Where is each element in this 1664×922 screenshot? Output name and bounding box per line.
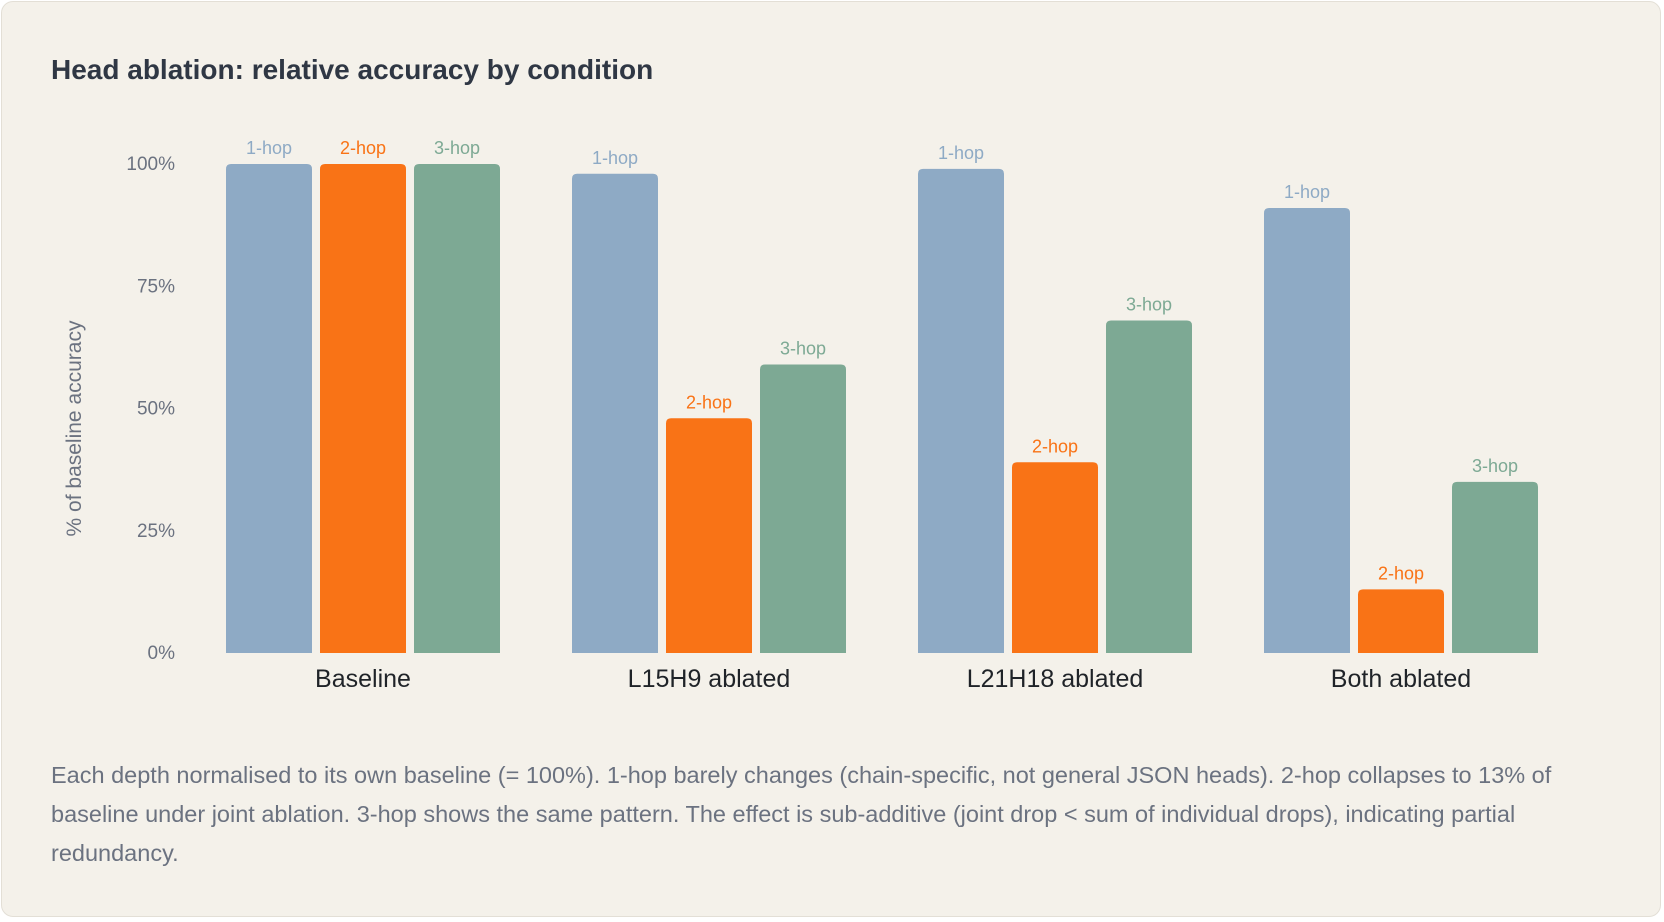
y-tick-label: 25% bbox=[137, 521, 175, 542]
y-axis-title: % of baseline accuracy bbox=[63, 320, 86, 536]
bar-1-hop bbox=[572, 173, 658, 653]
bar-3-hop bbox=[1106, 320, 1192, 653]
x-tick-label: L15H9 ablated bbox=[628, 665, 791, 693]
bar-label: 1-hop bbox=[246, 138, 292, 158]
x-tick-label: L21H18 ablated bbox=[967, 665, 1144, 693]
bar-1-hop bbox=[918, 168, 1004, 653]
x-tick-label: Baseline bbox=[315, 665, 411, 693]
bar-3-hop bbox=[414, 164, 500, 653]
bar-label: 3-hop bbox=[1126, 294, 1172, 314]
bar-3-hop bbox=[1452, 481, 1538, 653]
bar-2-hop bbox=[1358, 589, 1444, 653]
bar-2-hop bbox=[666, 418, 752, 653]
y-tick-label: 0% bbox=[148, 643, 176, 664]
bar-label: 3-hop bbox=[434, 138, 480, 158]
bar-1-hop bbox=[226, 164, 312, 653]
bar-label: 2-hop bbox=[686, 392, 732, 412]
bar-label: 2-hop bbox=[1378, 563, 1424, 583]
bar-label: 3-hop bbox=[780, 338, 826, 358]
bar-2-hop bbox=[1012, 462, 1098, 653]
bar-1-hop bbox=[1264, 208, 1350, 653]
chart-caption: Each depth normalised to its own baselin… bbox=[51, 762, 1552, 866]
y-tick-label: 100% bbox=[126, 154, 175, 175]
bar-label: 1-hop bbox=[938, 143, 984, 163]
bar-chart: 0% 25% 50% 75% 100% % of baseline accuracy 1-h… bbox=[63, 138, 1538, 693]
y-tick-label: 50% bbox=[137, 399, 175, 420]
chart-title: Head ablation: relative accuracy by cond… bbox=[51, 54, 654, 85]
x-tick-label: Both ablated bbox=[1331, 665, 1471, 693]
y-tick-label: 75% bbox=[137, 276, 175, 297]
bar-3-hop bbox=[760, 364, 846, 653]
bar-label: 2-hop bbox=[340, 138, 386, 158]
bar-label: 1-hop bbox=[592, 148, 638, 168]
bar-label: 2-hop bbox=[1032, 436, 1078, 456]
bar-2-hop bbox=[320, 164, 406, 653]
bar-label: 1-hop bbox=[1284, 182, 1330, 202]
bar-label: 3-hop bbox=[1472, 456, 1518, 476]
